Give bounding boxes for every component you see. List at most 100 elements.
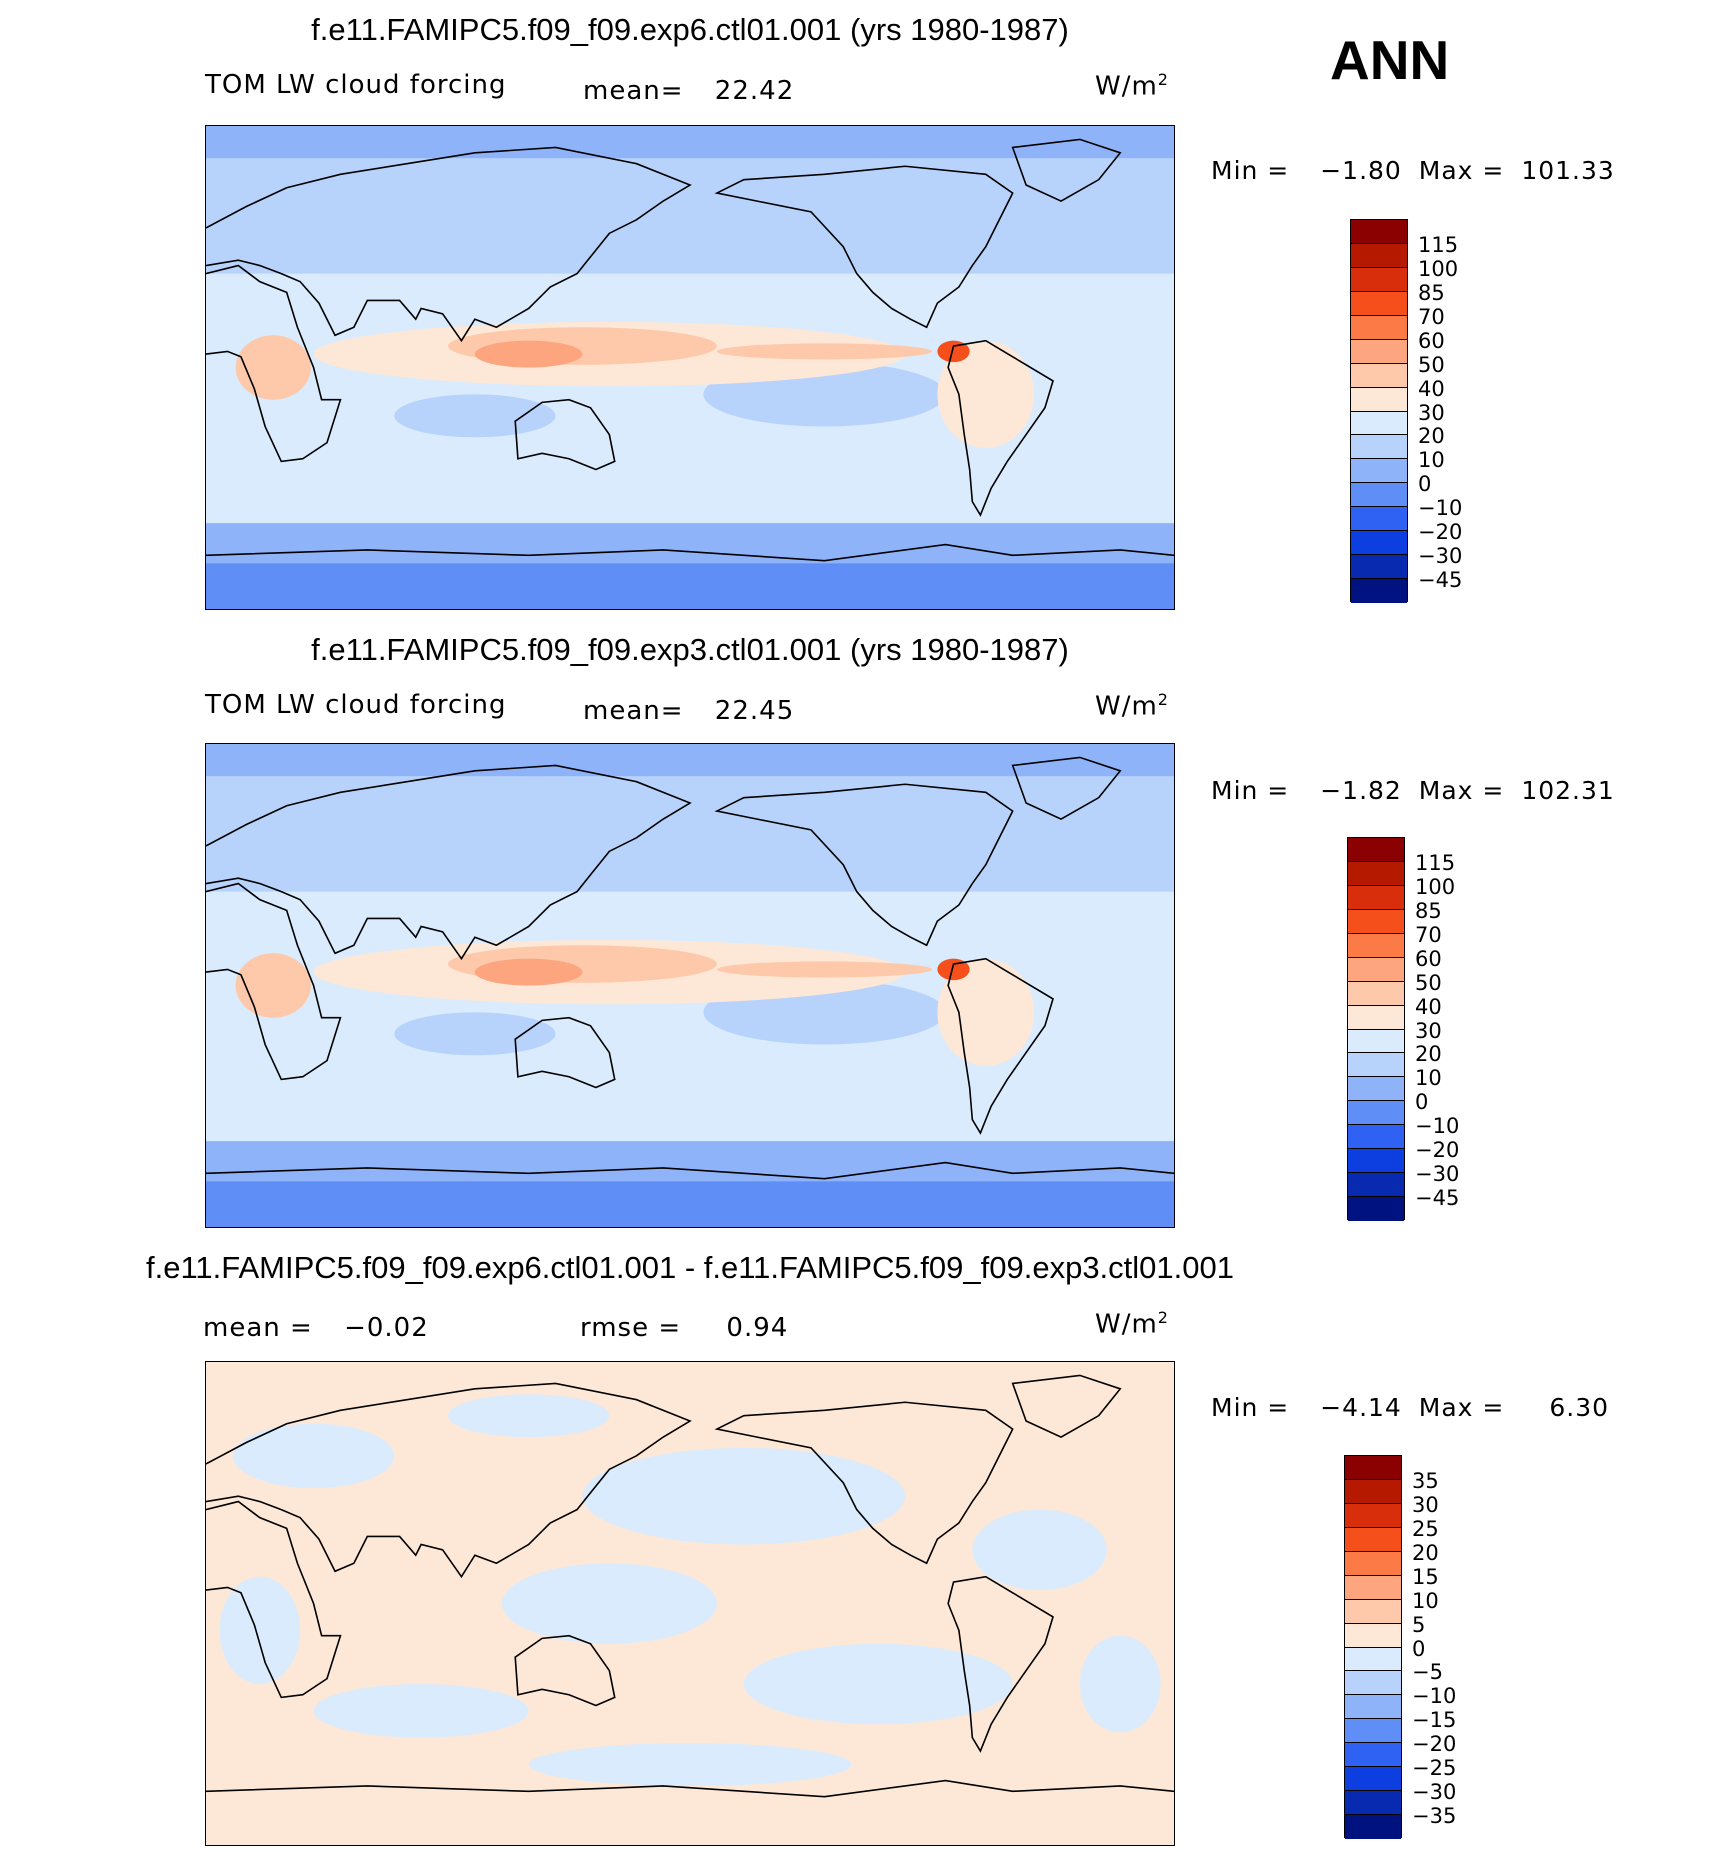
colorbar-tick-label: 30 (1418, 400, 1445, 425)
colorbar-tick-label: −10 (1418, 496, 1463, 521)
colorbar (1347, 837, 1405, 1221)
colorbar-tick-label: 50 (1415, 970, 1442, 995)
colorbar-swatch (1345, 1647, 1401, 1672)
colorbar-tick-label: 85 (1418, 280, 1445, 305)
colorbar-swatch (1348, 1173, 1404, 1198)
min-max-readout: Min = −1.82 Max = 102.31 (1211, 776, 1615, 805)
colorbar-tick-label: 0 (1418, 472, 1432, 497)
coastline (514, 1634, 616, 1707)
colorbar-swatch (1348, 1077, 1404, 1102)
max-label: Max = (1418, 776, 1505, 805)
panel-title: f.e11.FAMIPC5.f09_f09.exp3.ctl01.001 (yr… (311, 632, 1069, 667)
colorbar-tick-label: −45 (1415, 1186, 1460, 1211)
coastline (714, 783, 1014, 947)
coastline (947, 339, 1054, 517)
colorbar-tick-label: 10 (1418, 448, 1445, 473)
colorbar-swatch (1348, 1101, 1404, 1126)
colorbar-tick-label: −30 (1412, 1780, 1457, 1805)
colorbar-tick-label: −5 (1412, 1660, 1443, 1685)
mean-stat: mean= 22.42 (583, 76, 794, 106)
colorbar-tick-label: 10 (1412, 1588, 1439, 1613)
mean-label: mean = (203, 1313, 313, 1343)
coastline (514, 1016, 616, 1089)
coastline (1011, 756, 1122, 821)
units-label: W/m2 (1095, 690, 1169, 722)
rmse-value: 0.94 (726, 1313, 789, 1343)
colorbar-swatch (1345, 1695, 1401, 1720)
colorbar-swatch (1345, 1575, 1401, 1600)
colorbar-swatch (1345, 1623, 1401, 1648)
colorbar-tick-label: 50 (1418, 352, 1445, 377)
colorbar-swatch (1345, 1791, 1401, 1816)
colorbar-swatch (1345, 1671, 1401, 1696)
mean-label: mean= (583, 76, 684, 106)
map-difference (205, 1361, 1175, 1846)
map-field (206, 744, 1174, 1227)
colorbar-tick-label: 20 (1412, 1540, 1439, 1565)
colorbar-swatch (1351, 387, 1407, 412)
mean-label: mean= (583, 696, 684, 726)
coastline (206, 882, 342, 1081)
colorbar-tick-label: 40 (1415, 994, 1442, 1019)
min-value: −1.80 (1320, 156, 1402, 185)
colorbar-swatch (1351, 555, 1407, 580)
min-label: Min = (1211, 1393, 1290, 1422)
colorbar-tick-label: −10 (1412, 1684, 1457, 1709)
colorbar-swatch (1348, 981, 1404, 1006)
colorbar-swatch (1348, 1053, 1404, 1078)
colorbar-swatch (1348, 1029, 1404, 1054)
map-exp6 (205, 125, 1175, 610)
panel-title: f.e11.FAMIPC5.f09_f09.exp6.ctl01.001 (yr… (311, 12, 1069, 47)
colorbar-tick-label: 115 (1415, 850, 1456, 875)
colorbar-swatch (1345, 1719, 1401, 1744)
colorbar-swatch (1345, 1503, 1401, 1528)
max-value: 101.33 (1521, 156, 1615, 185)
max-value: 102.31 (1521, 776, 1615, 805)
rmse-label: rmse = (580, 1313, 682, 1343)
colorbar-tick-label: −45 (1418, 568, 1463, 593)
colorbar-swatch (1351, 531, 1407, 556)
colorbar-swatch (1345, 1743, 1401, 1768)
colorbar-swatch (1348, 1125, 1404, 1150)
coastline (206, 1382, 692, 1579)
colorbar-tick-label: 100 (1418, 256, 1459, 281)
colorbar-swatch (1351, 339, 1407, 364)
colorbar-tick-label: 40 (1418, 376, 1445, 401)
colorbar (1350, 219, 1408, 603)
min-value: −4.14 (1320, 1393, 1402, 1422)
colorbar-tick-label: 0 (1412, 1636, 1426, 1661)
colorbar-swatch (1345, 1527, 1401, 1552)
colorbar-tick-label: −30 (1415, 1162, 1460, 1187)
units-label: W/m2 (1095, 70, 1169, 102)
colorbar-tick-label: 35 (1412, 1468, 1439, 1493)
colorbar-swatch (1351, 220, 1407, 244)
min-max-readout: Min = −1.80 Max = 101.33 (1211, 156, 1615, 185)
colorbar-tick-label: −30 (1418, 544, 1463, 569)
colorbar-tick-label: 10 (1415, 1066, 1442, 1091)
colorbar-tick-label: 30 (1415, 1018, 1442, 1043)
mean-value: 22.42 (714, 76, 795, 106)
colorbar-swatch (1348, 957, 1404, 982)
colorbar-swatch (1348, 909, 1404, 934)
variable-label: TOM LW cloud forcing (205, 70, 507, 100)
colorbar-tick-label: 30 (1412, 1492, 1439, 1517)
colorbar-tick-label: −20 (1412, 1732, 1457, 1757)
colorbar-tick-label: −35 (1412, 1804, 1457, 1829)
colorbar-swatch (1345, 1456, 1401, 1480)
colorbar-tick-label: 20 (1415, 1042, 1442, 1067)
coastline (714, 1401, 1014, 1565)
min-value: −1.82 (1320, 776, 1402, 805)
colorbar-tick-label: −20 (1415, 1138, 1460, 1163)
colorbar-swatch (1351, 459, 1407, 484)
coastline (714, 165, 1014, 329)
colorbar-swatch (1351, 507, 1407, 532)
coastline (206, 1500, 342, 1699)
coastline (206, 264, 342, 463)
max-value: 6.30 (1549, 1393, 1610, 1422)
colorbar-tick-label: −15 (1412, 1708, 1457, 1733)
min-label: Min = (1211, 776, 1290, 805)
colorbar-swatch (1351, 411, 1407, 436)
coastline (206, 543, 1174, 562)
map-field (206, 126, 1174, 609)
map-exp3 (205, 743, 1175, 1228)
